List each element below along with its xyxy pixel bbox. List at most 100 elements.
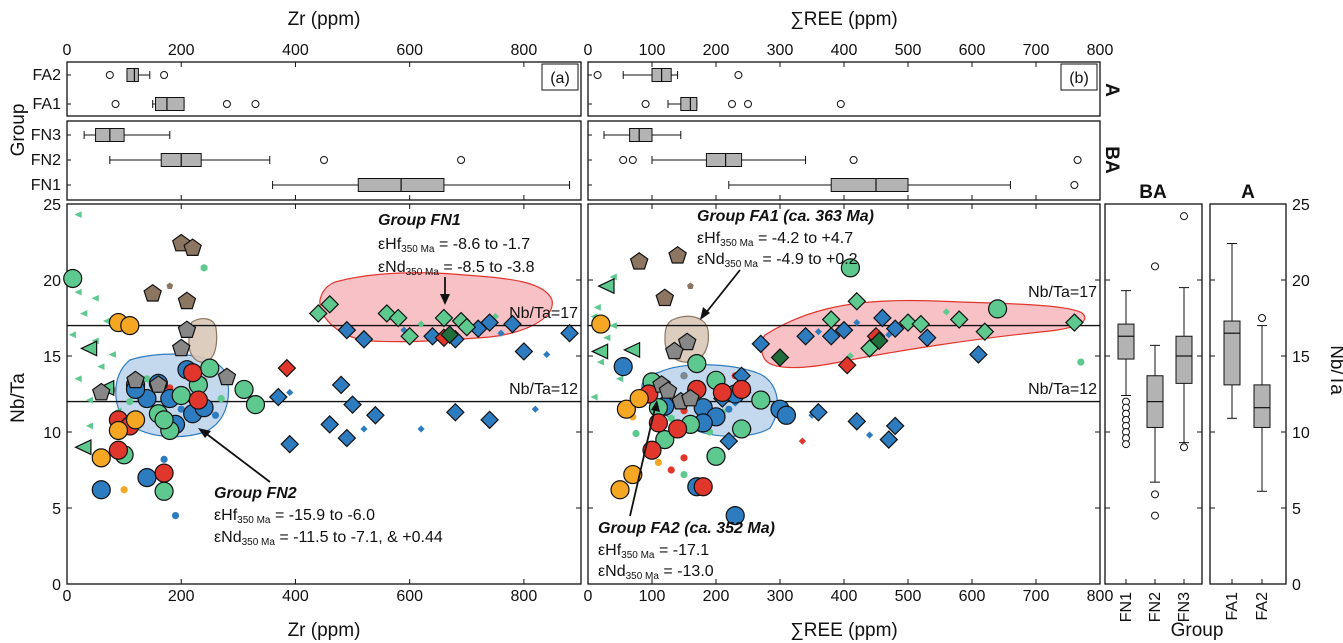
- y-tick-label: 15: [43, 349, 61, 366]
- ann-line-1: εHf350 Ma = -17.1: [598, 542, 709, 561]
- data-point-diamond: [866, 431, 874, 439]
- data-point-diamond: [360, 425, 368, 433]
- data-point-pentagon: [665, 341, 684, 360]
- panel-c-title-a: A: [1241, 182, 1255, 203]
- panel-a-plot-frame: [66, 203, 582, 585]
- boxplot-fn2: [588, 153, 1082, 167]
- data-point-diamond: [440, 325, 459, 345]
- group-label: FA1: [33, 96, 62, 113]
- data-point-diamond: [1065, 313, 1084, 332]
- data-point-circle: [725, 405, 733, 413]
- data-point-pentagon: [217, 367, 237, 386]
- data-point-diamond: [847, 412, 867, 431]
- x-tick-label-top: 600: [396, 42, 423, 59]
- data-point-circle: [171, 385, 191, 406]
- panel-b-label-box: [1060, 63, 1098, 91]
- data-point-triangle: [108, 351, 116, 358]
- y-tick-label: 20: [1292, 273, 1310, 290]
- ann-line-1: εHf350 Ma = -4.2 to +4.7: [697, 230, 853, 249]
- outlier-point: [1070, 181, 1079, 189]
- data-point-triangle: [79, 340, 98, 357]
- data-point-diamond: [280, 434, 300, 454]
- x-tick-label-top: 800: [1087, 42, 1114, 59]
- ann-line-2: εNd350 Ma = -8.5 to -3.8: [378, 259, 535, 278]
- data-point-triangle: [593, 303, 601, 311]
- data-point-diamond: [337, 428, 357, 448]
- data-point-circle: [154, 481, 174, 501]
- data-point-diamond: [514, 342, 534, 361]
- data-point-diamond: [337, 320, 357, 340]
- data-point-pentagon: [655, 288, 675, 307]
- data-point-circle: [63, 268, 83, 289]
- outlier-point: [222, 100, 231, 108]
- data-point-circle: [143, 375, 151, 383]
- data-point-diamond: [446, 402, 465, 422]
- data-point-diamond: [879, 430, 899, 449]
- data-point-pentagon: [171, 338, 191, 357]
- data-point-circle: [591, 314, 611, 334]
- ann-line-1: εHf350 Ma = -15.9 to -6.0: [214, 507, 375, 526]
- data-point-circle: [120, 486, 128, 494]
- x-tick-label: 200: [703, 588, 730, 605]
- data-point-diamond: [911, 314, 931, 334]
- data-point-diamond: [503, 314, 522, 334]
- arrowhead-fa1: [700, 307, 710, 320]
- data-point-circle: [120, 316, 140, 336]
- outlier-point: [1122, 440, 1130, 449]
- data-point-triangle: [80, 310, 88, 317]
- outlier-point: [160, 71, 169, 79]
- group-label: FN2: [1147, 592, 1164, 622]
- panel-a-label: (a): [550, 70, 570, 87]
- x-tick-label: 0: [63, 588, 72, 605]
- x-tick-label: 200: [168, 588, 195, 605]
- outlier-point: [1180, 443, 1188, 452]
- data-point-diamond: [400, 326, 408, 334]
- data-point-circle: [655, 430, 675, 450]
- data-point-circle: [91, 480, 111, 500]
- data-point-circle: [613, 357, 633, 377]
- panel-c-ylabel: Nb/Ta: [1326, 345, 1343, 395]
- data-point-diamond: [400, 326, 420, 346]
- boxplot-fn3: FN3: [31, 127, 171, 144]
- y-tick-label: 5: [52, 501, 61, 518]
- data-point-diamond: [560, 323, 579, 343]
- group-label: FN1: [1118, 592, 1135, 622]
- data-point-triangle: [68, 331, 76, 339]
- outlier-point: [734, 71, 743, 79]
- data-point-circle: [667, 466, 675, 474]
- data-point-diamond: [277, 358, 297, 378]
- data-point-pentagon: [668, 245, 687, 264]
- data-point-circle: [623, 464, 643, 485]
- ann-line-2: εNd350 Ma = -4.9 to +0.2: [697, 251, 858, 270]
- data-point-circle: [680, 470, 688, 479]
- x-tick-label-top: 800: [511, 42, 538, 59]
- boxplot-fn3: [588, 128, 682, 142]
- data-point-circle: [731, 379, 752, 400]
- data-point-circle: [137, 468, 157, 488]
- data-point-circle: [245, 395, 266, 415]
- data-point-diamond: [834, 320, 854, 340]
- data-point-circle: [648, 413, 669, 433]
- data-point-diamond: [846, 352, 854, 360]
- data-point-triangle: [616, 375, 624, 383]
- data-point-diamond: [808, 411, 816, 419]
- panel-c-axes: 0 5 10 15 20 25: [1105, 197, 1310, 594]
- x-tick-label: 100: [639, 588, 666, 605]
- x-tick-label-top: 500: [895, 42, 922, 59]
- data-point-diamond: [286, 388, 294, 397]
- data-point-circle: [667, 414, 675, 422]
- outlier-point: [628, 156, 637, 164]
- arrowhead-fn2: [198, 428, 211, 438]
- data-point-circle: [154, 463, 174, 483]
- x-tick-label: 400: [831, 588, 858, 605]
- box-iqr: [1223, 320, 1241, 386]
- data-point-diamond: [719, 431, 739, 451]
- x-tick-label-top: 600: [959, 42, 986, 59]
- data-point-triangle: [85, 396, 94, 404]
- data-point-triangle: [590, 343, 609, 360]
- outlier-point: [836, 100, 845, 108]
- x-tick-label: 800: [1087, 588, 1114, 605]
- y-tick-label: 20: [43, 273, 61, 290]
- group-label: FN3: [1176, 592, 1193, 622]
